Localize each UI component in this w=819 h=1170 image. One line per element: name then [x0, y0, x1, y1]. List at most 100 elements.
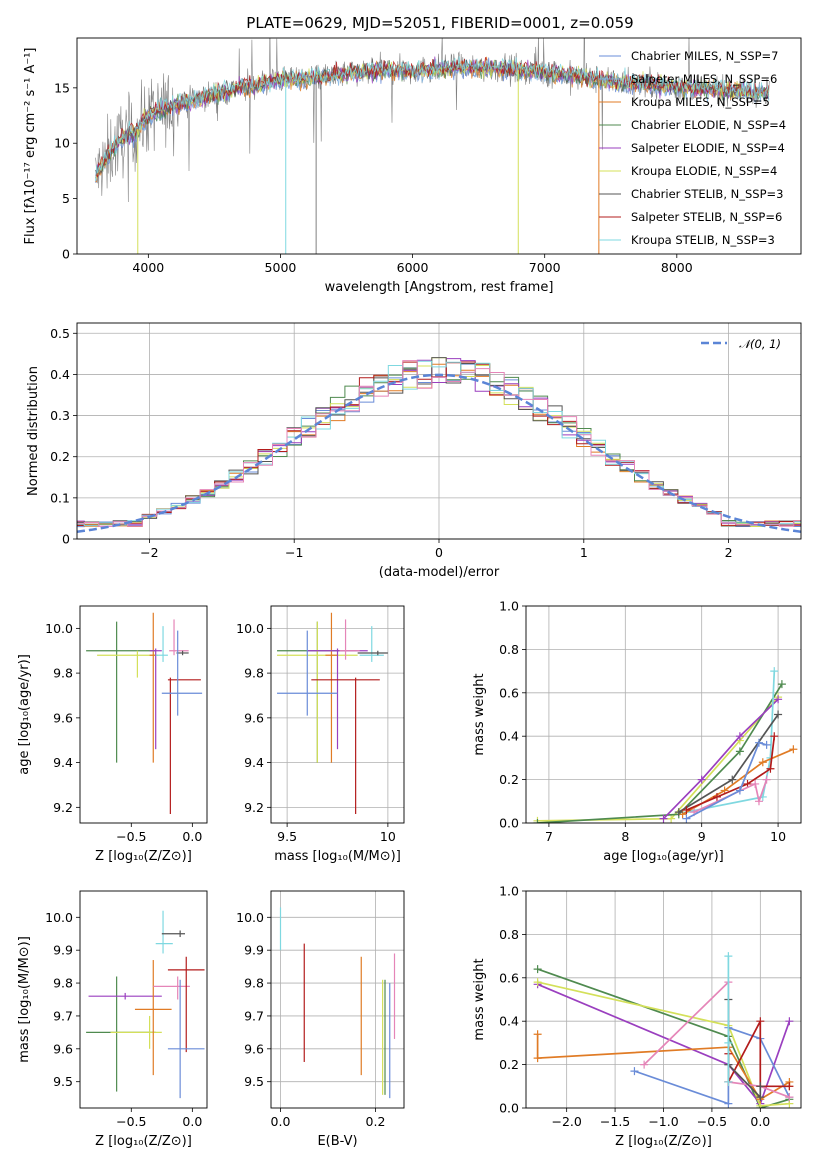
y-tick-label: 0.5: [50, 326, 70, 341]
model-spectrum-salpeter_stelib: [95, 57, 770, 178]
weight-marker-chabrier_stelib: [674, 808, 683, 817]
weight-marker-salpeter_elodie: [785, 1017, 794, 1026]
x-tick-label: 0: [435, 545, 443, 560]
x-tick-label: 8000: [661, 260, 693, 275]
y-tick-label: 9.9: [244, 943, 264, 958]
x-axis-label: wavelength [Angstrom, rest frame]: [325, 280, 554, 295]
x-axis-label: mass [log₁₀(M/M⊙)]: [274, 849, 401, 864]
y-tick-label: 9.6: [53, 710, 73, 725]
plot-frame: [79, 890, 208, 1109]
x-axis-label: Z [log₁₀(Z/Z⊙)]: [615, 1134, 712, 1149]
x-axis-label: (data-model)/error: [379, 565, 500, 580]
age-vs-mass-panel: 9.5 10 9.2 9.4 9.6 9.8 10.0 mass [log₁₀(M/M⊙)]: [236, 605, 405, 864]
y-tick-label: 0.1: [50, 490, 70, 505]
legend-entry: Kroupa STELIB, N_SSP=3: [631, 233, 775, 247]
y-tick-label: 10.0: [236, 621, 264, 636]
y-tick-label: 0.2: [499, 772, 519, 787]
x-tick-label: 9: [698, 829, 706, 844]
spectrum-lines: [95, 38, 770, 254]
x-tick-label: 7000: [529, 260, 561, 275]
weight-marker-pink: [751, 779, 760, 788]
plot-frame: [76, 322, 802, 540]
weight-line-salpeter_elodie: [662, 698, 779, 820]
weight-line-chabrier_miles: [686, 741, 767, 820]
y-tick-label: 9.8: [53, 666, 73, 681]
model-spectrum-kroupa_stelib: [95, 56, 770, 181]
y-tick-label: 10: [54, 136, 70, 151]
weight-marker-salpeter_stelib: [770, 732, 779, 741]
y-tick-label: 9.5: [53, 1074, 73, 1089]
y-tick-label: 0.8: [499, 642, 519, 657]
y-tick-label: 9.4: [53, 755, 73, 770]
x-tick-label: 4000: [132, 260, 164, 275]
residuals-panel: −2 −1 0 1 2 0 0.1 0.2 0.3 0.4 0.5 (data-model)/erro…: [26, 322, 802, 580]
y-tick-label: 0.2: [50, 449, 70, 464]
legend-entry: Salpeter MILES, N_SSP=6: [631, 72, 777, 86]
y-tick-label: 9.6: [244, 1041, 264, 1056]
x-tick-label: 10: [770, 829, 786, 844]
x-axis-label: age [log₁₀(age/yr)]: [603, 849, 724, 864]
y-tick-label: 9.6: [53, 1041, 73, 1056]
x-axis-label: Z [log₁₀(Z/Z⊙)]: [95, 849, 192, 864]
weight-lines: [533, 952, 794, 1108]
y-tick-label: 9.7: [53, 1008, 73, 1023]
x-tick-label: −0.5: [116, 829, 146, 844]
y-tick-label: 0.3: [50, 408, 70, 423]
mass-vs-metallicity-panel: −0.5 0.0 9.5 9.6 9.7 9.8 9.9 10.0 Z [log₁₀(Z/Z⊙)…: [17, 890, 208, 1149]
age-vs-metallicity-panel: −0.5 0.0 9.2 9.4 9.6 9.8 10.0 Z [log₁₀(Z/Z⊙)] ag…: [17, 605, 208, 864]
y-tick-label: 10.0: [45, 621, 73, 636]
weight-marker-chabrier_elodie: [533, 965, 542, 974]
x-tick-label: 5000: [265, 260, 297, 275]
plot-frame: [525, 890, 802, 1109]
weight-marker-kroupa_stelib: [770, 667, 779, 676]
weight-marker-chabrier_miles: [724, 1099, 733, 1108]
weight-vs-metallicity-panel: −2.0 −1.5 −1.0 −0.5 0.0 0.0 0.2 0.4 0.6 0.8 1.0 Z […: [472, 884, 802, 1149]
x-axis-label: Z [log₁₀(Z/Z⊙)]: [95, 1134, 192, 1149]
weight-marker-chabrier_miles: [762, 740, 771, 749]
y-axis-label: age [log₁₀(age/yr)]: [17, 654, 32, 775]
weight-line-kroupa_elodie: [537, 981, 790, 1107]
x-tick-label: −1: [285, 545, 303, 560]
x-tick-label: 0.0: [182, 829, 202, 844]
weight-marker-pink: [754, 797, 763, 806]
y-tick-label: 10.0: [236, 910, 264, 925]
figure-title: PLATE=0629, MJD=52051, FIBERID=0001, z=0…: [246, 14, 633, 32]
x-tick-label: 8: [621, 829, 629, 844]
weight-line-chabrier_elodie: [537, 683, 783, 823]
weight-marker-kroupa_stelib: [724, 1077, 733, 1086]
weight-marker-salpeter_elodie: [659, 814, 668, 823]
x-tick-label: 0.2: [366, 1114, 386, 1129]
weight-marker-chabrier_stelib: [774, 710, 783, 719]
y-tick-label: 15: [54, 80, 70, 95]
y-tick-label: 10.0: [45, 910, 73, 925]
y-tick-label: 9.7: [244, 1008, 264, 1023]
x-tick-label: 7: [545, 829, 553, 844]
weight-marker-salpeter_elodie: [735, 732, 744, 741]
y-tick-label: 9.2: [53, 800, 73, 815]
weight-marker-salpeter_stelib: [756, 1017, 765, 1026]
y-tick-label: 9.2: [244, 800, 264, 815]
errorbars: [86, 910, 205, 1099]
plot-frame: [525, 605, 802, 824]
y-tick-label: 0.0: [499, 816, 519, 831]
y-axis-label: Flux [fλ10⁻¹⁷ erg cm⁻² s⁻¹ A⁻¹]: [23, 48, 38, 245]
x-tick-label: 2: [725, 545, 733, 560]
x-tick-label: 1: [580, 545, 588, 560]
plot-frame: [270, 605, 405, 824]
legend-entry: Salpeter STELIB, N_SSP=6: [631, 210, 782, 224]
y-axis-label: mass [log₁₀(M/M⊙)]: [17, 936, 32, 1063]
weight-marker-salpeter_stelib: [785, 1082, 794, 1091]
y-axis-label: Normed distribution: [26, 366, 41, 496]
weight-marker-chabrier_stelib: [756, 1093, 765, 1102]
weight-marker-chabrier_elodie: [735, 747, 744, 756]
legend-entry: Kroupa ELODIE, N_SSP=4: [631, 164, 777, 178]
legend-entry: 𝒩(0, 1): [739, 337, 781, 351]
y-tick-label: 0.6: [499, 685, 519, 700]
y-tick-label: 1.0: [499, 884, 519, 899]
legend-entry: Chabrier MILES, N_SSP=7: [631, 49, 778, 63]
y-axis-label: mass weight: [472, 958, 487, 1040]
weight-marker-salpeter_stelib: [766, 764, 775, 773]
y-tick-label: 0.4: [499, 729, 519, 744]
y-tick-label: 9.8: [53, 976, 73, 991]
